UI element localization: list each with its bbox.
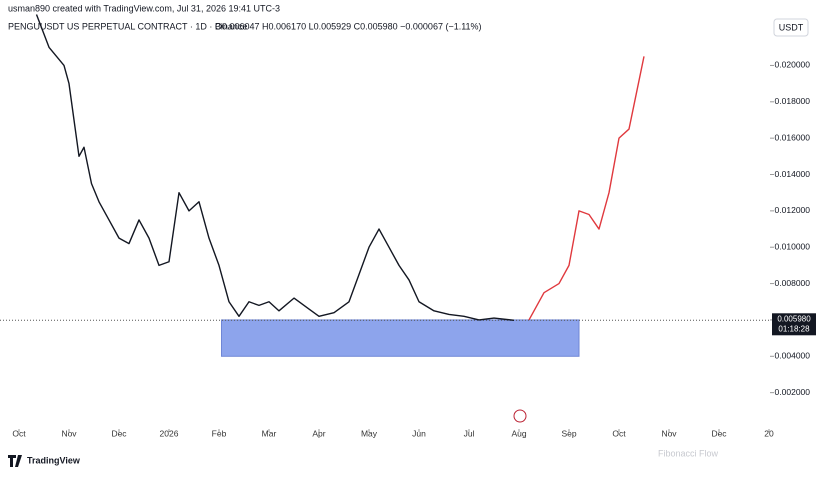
y-tick-label: 0.012000 [775, 205, 811, 215]
x-tick-label: Dec [711, 428, 727, 438]
x-tick-label: Aug [511, 428, 526, 438]
x-tick-label: Nov [61, 428, 77, 438]
plot [0, 0, 774, 432]
y-tick-label: 0.004000 [775, 351, 811, 361]
zone [221, 319, 580, 357]
plot-area [0, 0, 770, 429]
y-tick-label: 0.020000 [775, 60, 811, 70]
y-tick-label: 0.008000 [775, 278, 811, 288]
x-tick-label: Apr [312, 428, 325, 438]
symbol: PENGUUSDT US PERPETUAL CONTRACT · 1D · B… [8, 21, 247, 31]
price-line [528, 56, 645, 321]
y-tick-label: 0.018000 [775, 96, 811, 106]
currency-button[interactable] [773, 18, 809, 37]
x-tick-label: 20 [764, 428, 774, 438]
logo-icon [8, 455, 22, 467]
replay-icon[interactable] [513, 409, 527, 423]
header: usman890 created with TradingView.com, J… [8, 3, 280, 13]
x-tick-label: Jul [464, 428, 475, 438]
x-tick-label: Oct [612, 428, 626, 438]
last-price-label: 0.005980 [777, 314, 811, 323]
ohlc: O0.006047 H0.006170 L0.005929 C0.005980 … [215, 21, 482, 31]
price-line [35, 14, 515, 321]
y-tick-label: 0.016000 [775, 132, 811, 142]
x-tick-label: Feb [212, 428, 227, 438]
x-tick-label: 2026 [160, 428, 179, 438]
x-tick-label: Jun [412, 428, 426, 438]
currency: USDT [779, 22, 804, 32]
watermark: Fibonacci Flow [658, 448, 719, 458]
x-tick-label: Mar [262, 428, 277, 438]
x-tick-label: Oct [12, 428, 26, 438]
x-tick-label: May [361, 428, 378, 438]
y-tick-label: 0.002000 [775, 387, 811, 397]
brand: TradingView [27, 455, 81, 465]
x-tick-label: Dec [111, 428, 127, 438]
y-tick-label: 0.010000 [775, 241, 811, 251]
x-tick-label: Sep [561, 428, 576, 438]
last-price-box [772, 313, 816, 336]
countdown: 01:18:28 [778, 324, 810, 333]
x-tick-label: Nov [661, 428, 677, 438]
y-tick-label: 0.014000 [775, 169, 811, 179]
